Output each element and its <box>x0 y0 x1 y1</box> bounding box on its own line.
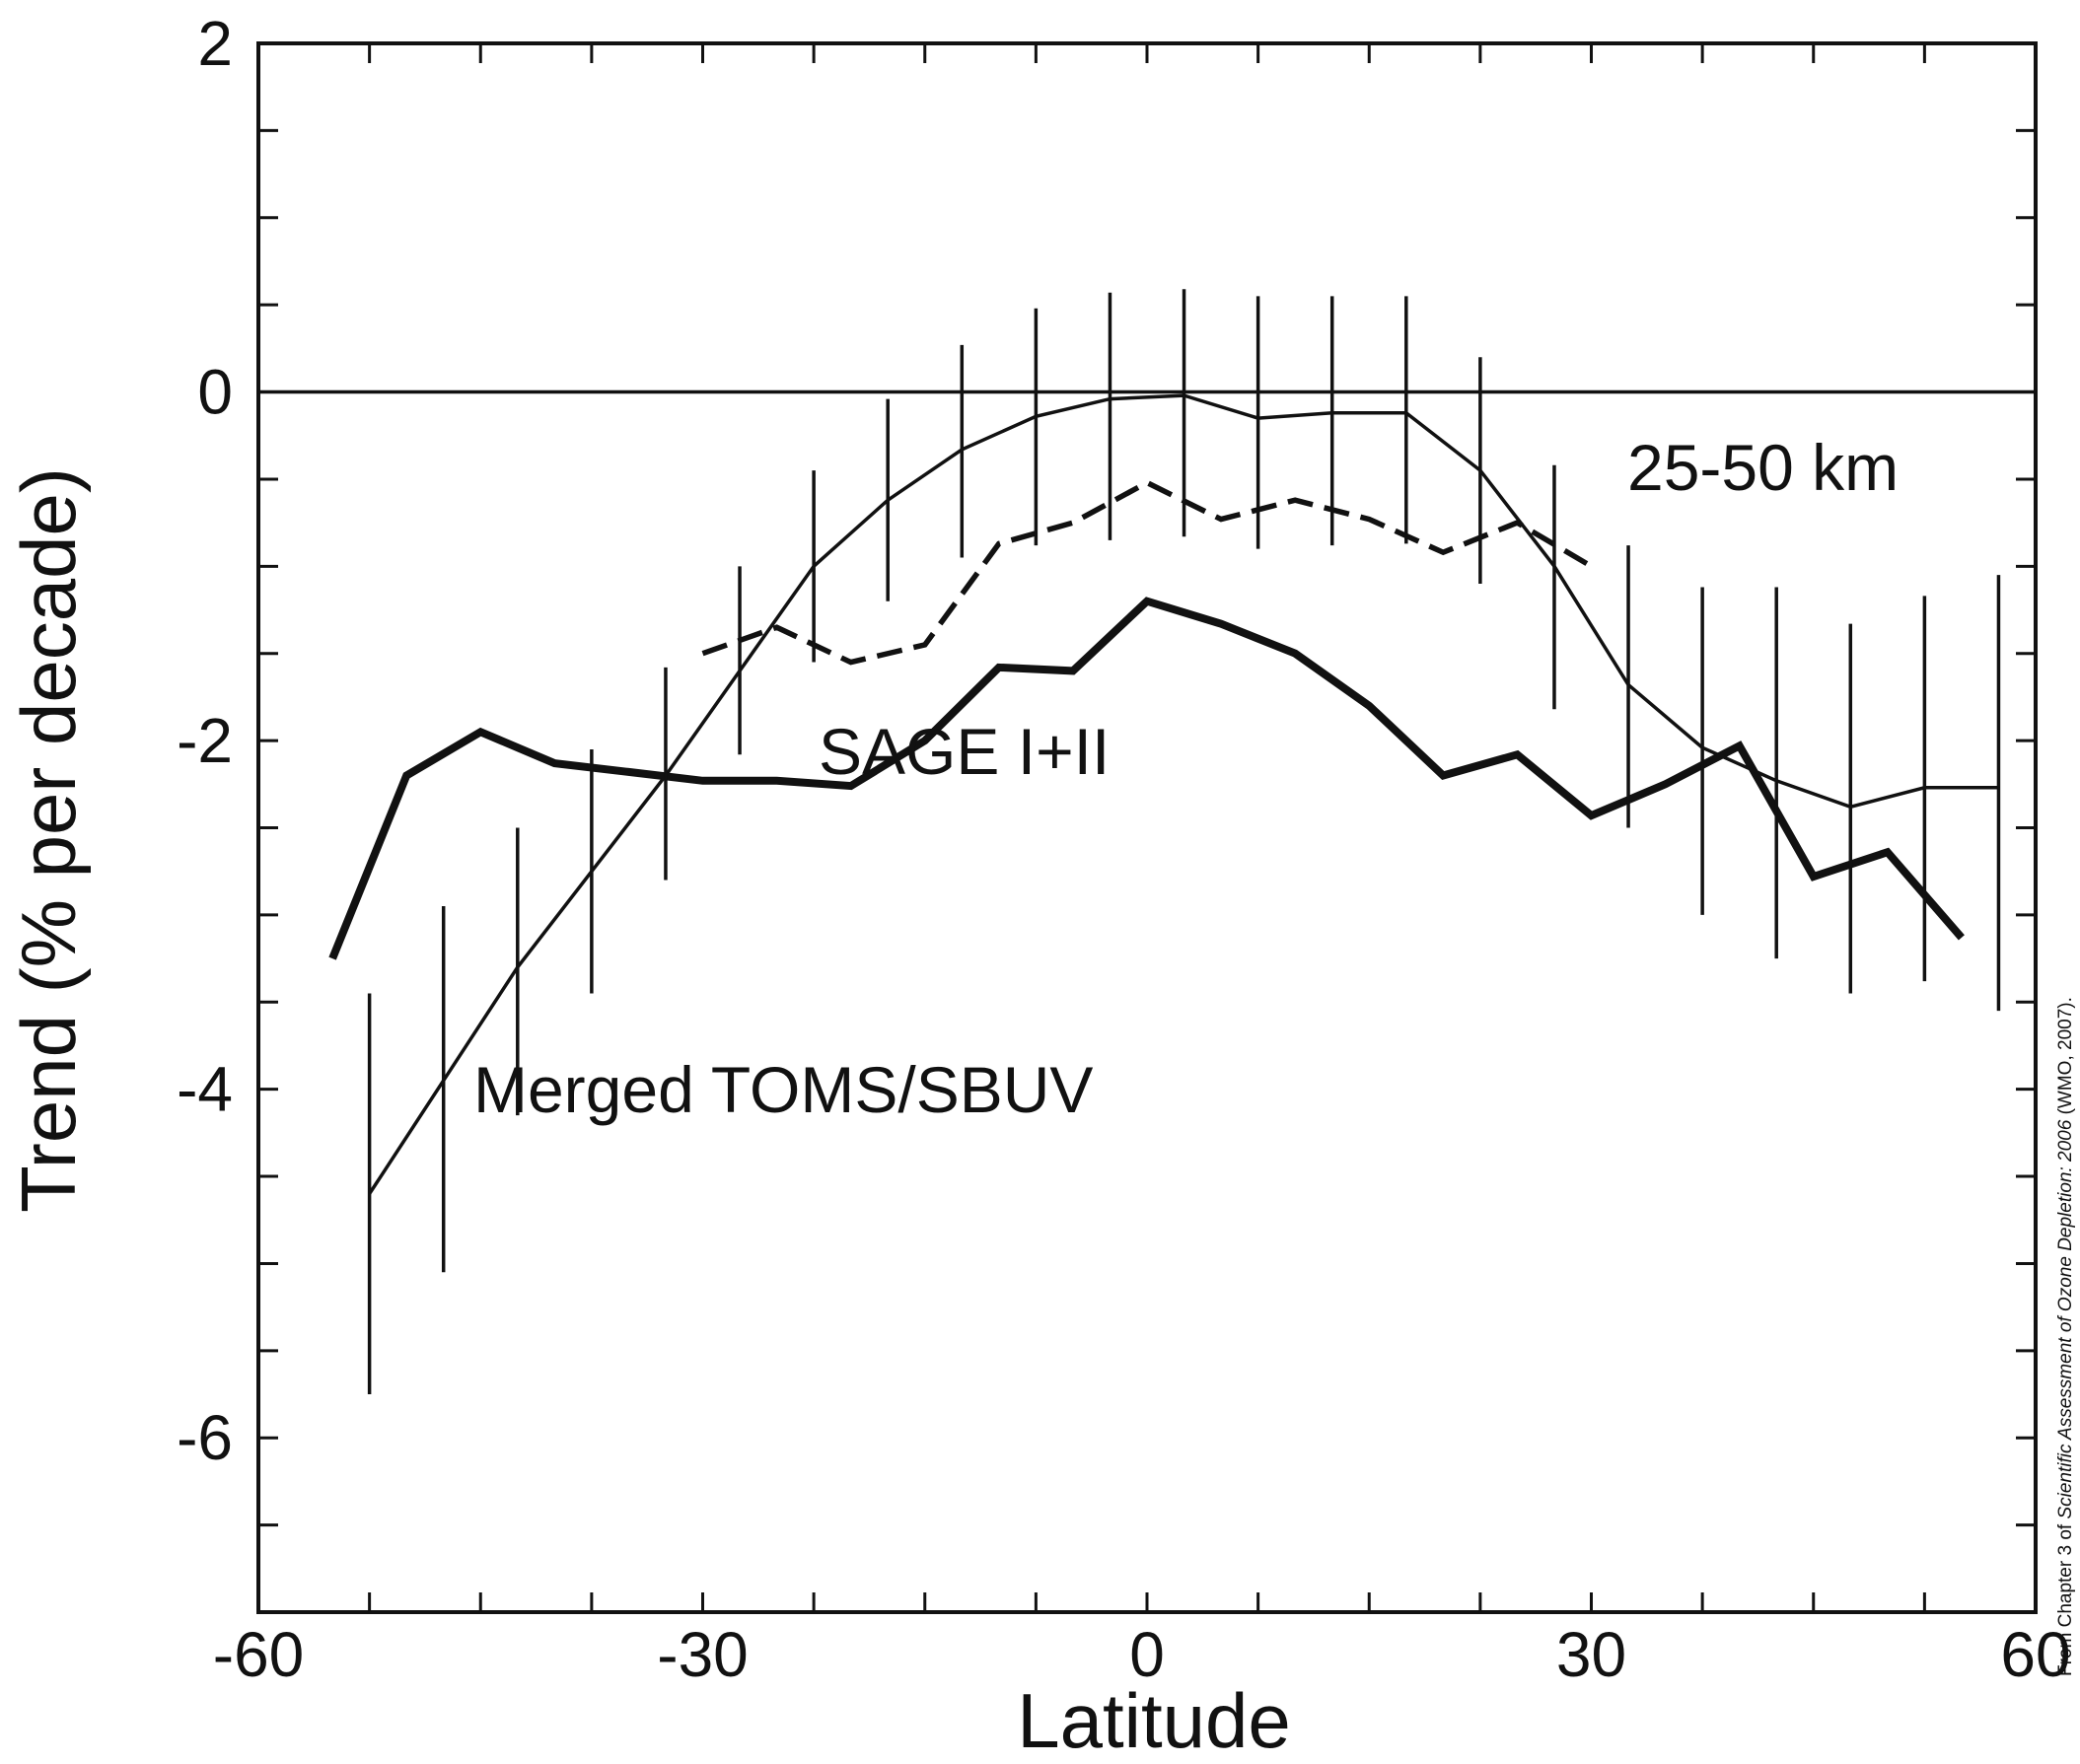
y-tick-label: -6 <box>177 1402 233 1473</box>
annotation-sage: SAGE I+II <box>819 715 1110 788</box>
axes: -60 -30 0 30 60 2 0 -2 -4 -6 <box>177 8 2071 1690</box>
series-line-sage <box>328 597 1965 960</box>
source-note: From Chapter 3 of Scientific Assessment … <box>2055 997 2076 1676</box>
series-layer <box>328 289 2001 1395</box>
y-tick-label: 0 <box>197 357 233 428</box>
y-tick-label: -4 <box>177 1054 233 1125</box>
plot-frame <box>256 41 2038 1614</box>
annotation-25-50-km: 25-50 km <box>1627 431 1899 504</box>
x-axis-title: Latitude <box>1017 1677 1291 1764</box>
x-tick-label: -60 <box>213 1619 305 1690</box>
y-tick-label: 2 <box>197 8 233 79</box>
source-note-prefix: From Chapter 3 of <box>2055 1519 2076 1676</box>
series-line-25-50-km <box>701 479 1593 666</box>
y-tick-label: -2 <box>177 705 233 776</box>
x-tick-label: -30 <box>657 1619 749 1690</box>
annotation-merged-toms-sbuv: Merged TOMS/SBUV <box>473 1053 1093 1126</box>
y-axis-title: Trend (% per decade) <box>5 467 92 1213</box>
x-tick-label: 30 <box>1556 1619 1626 1690</box>
source-note-title: Scientific Assessment of Ozone Depletion… <box>2055 1119 2076 1518</box>
x-tick-label: 60 <box>2000 1619 2070 1690</box>
x-tick-label: 0 <box>1129 1619 1165 1690</box>
source-note-suffix: (WMO, 2007). <box>2055 997 2076 1120</box>
